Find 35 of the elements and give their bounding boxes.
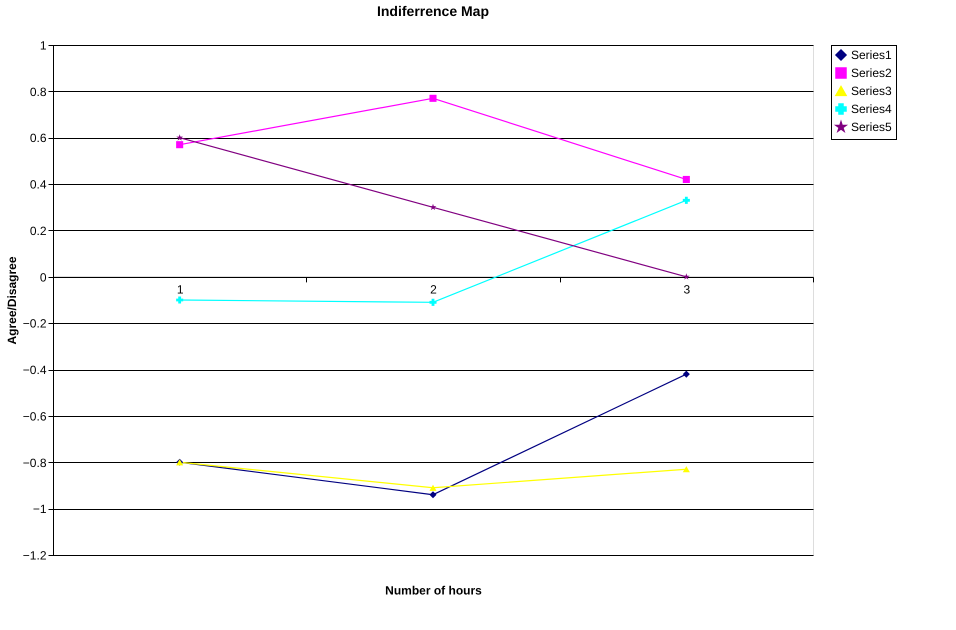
y-axis-title: Agree/Disagree [4,256,19,345]
chart-title: Indiferrence Map [376,3,490,19]
point [682,176,690,183]
point [429,491,437,498]
point [682,196,690,204]
point [176,296,184,304]
point [429,484,437,491]
legend-label: Series3 [851,84,892,98]
y-tick-label: 0 [40,270,47,284]
y-tick-label: 0.8 [30,84,47,99]
point [682,370,690,378]
legend-label: Series2 [851,66,892,80]
point [429,94,437,102]
point [429,298,437,306]
y-tick-label: −0.8 [22,456,47,470]
point [682,466,690,472]
point [176,141,184,148]
point [176,134,184,141]
x-tick-label: 3 [683,282,690,296]
point [430,204,436,210]
y-tick-label: 1 [40,38,47,52]
y-tick-label: −1 [32,502,47,516]
x-tick-label: 2 [430,282,438,296]
y-tick-label: 0.6 [30,131,47,146]
legend-label: Series1 [851,48,892,62]
y-tick-label: −0.2 [22,316,47,331]
x-tick-label: 1 [176,282,184,296]
y-tick-label: 0.4 [30,178,47,192]
y-tick-label: −1.2 [22,548,47,562]
legend-label: Series5 [851,120,892,134]
legend-label: Series4 [851,102,892,116]
y-tick-label: −0.6 [22,409,47,424]
x-axis-title: Number of hours [385,584,482,598]
y-tick-label: −0.4 [22,363,47,378]
y-tick-label: 0.2 [30,224,47,238]
